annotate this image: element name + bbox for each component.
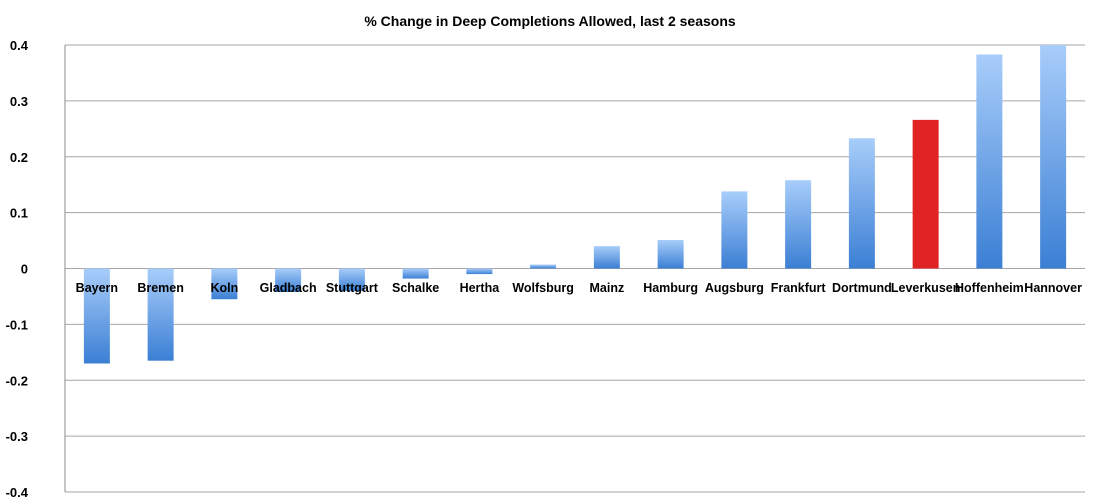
bar-mainz	[593, 246, 620, 269]
bar-hertha	[466, 268, 493, 275]
bars	[83, 45, 1067, 364]
bar-koln	[211, 268, 238, 300]
y-tick-label: 0.2	[10, 150, 28, 165]
y-tick-label: -0.4	[6, 485, 29, 500]
category-label: Bremen	[137, 281, 184, 295]
bar-stuttgart	[338, 268, 365, 291]
category-label: Hamburg	[643, 281, 698, 295]
category-label: Schalke	[392, 281, 439, 295]
category-labels: Bayern Bremen Koln Gladbach Stuttgart Schalke…	[76, 281, 1082, 295]
category-label: Hannover	[1024, 281, 1082, 295]
y-tick-label: -0.1	[6, 317, 28, 332]
y-tick-label: -0.3	[6, 429, 28, 444]
chart-title: % Change in Deep Completions Allowed, la…	[364, 13, 736, 29]
category-label: Augsburg	[705, 281, 764, 295]
category-label: Wolfsburg	[512, 281, 574, 295]
bar-augsburg	[721, 191, 748, 269]
bar-hamburg	[657, 240, 684, 269]
category-label: Hertha	[460, 281, 501, 295]
y-tick-label: 0	[21, 262, 28, 277]
category-label: Koln	[210, 281, 238, 295]
category-label: Gladbach	[260, 281, 317, 295]
category-label: Mainz	[590, 281, 625, 295]
bar-bremen	[147, 268, 174, 361]
bar-schalke	[402, 268, 429, 279]
bar-frankfurt	[785, 180, 812, 269]
category-label: Dortmund	[832, 281, 892, 295]
y-tick-label: -0.2	[6, 373, 28, 388]
bar-wolfsburg	[530, 264, 557, 269]
bar-gladbach	[275, 268, 302, 292]
category-label: Frankfurt	[771, 281, 827, 295]
y-tick-label: 0.1	[10, 206, 28, 221]
bar-bayern	[83, 268, 110, 364]
category-label: Bayern	[76, 281, 118, 295]
bar-dortmund	[848, 138, 875, 269]
y-tick-label: 0.4	[10, 38, 29, 53]
bar-leverkusen	[912, 119, 939, 269]
category-label: Stuttgart	[326, 281, 379, 295]
bar-hannover	[1040, 45, 1067, 269]
category-label: Hoffenheim	[955, 281, 1024, 295]
category-label: Leverkusen	[891, 281, 960, 295]
bar-hoffenheim	[976, 54, 1003, 269]
y-tick-label: 0.3	[10, 94, 28, 109]
y-axis-ticks: 0.4 0.3 0.2 0.1 0 -0.1 -0.2 -0.3 -0.4	[6, 38, 29, 500]
